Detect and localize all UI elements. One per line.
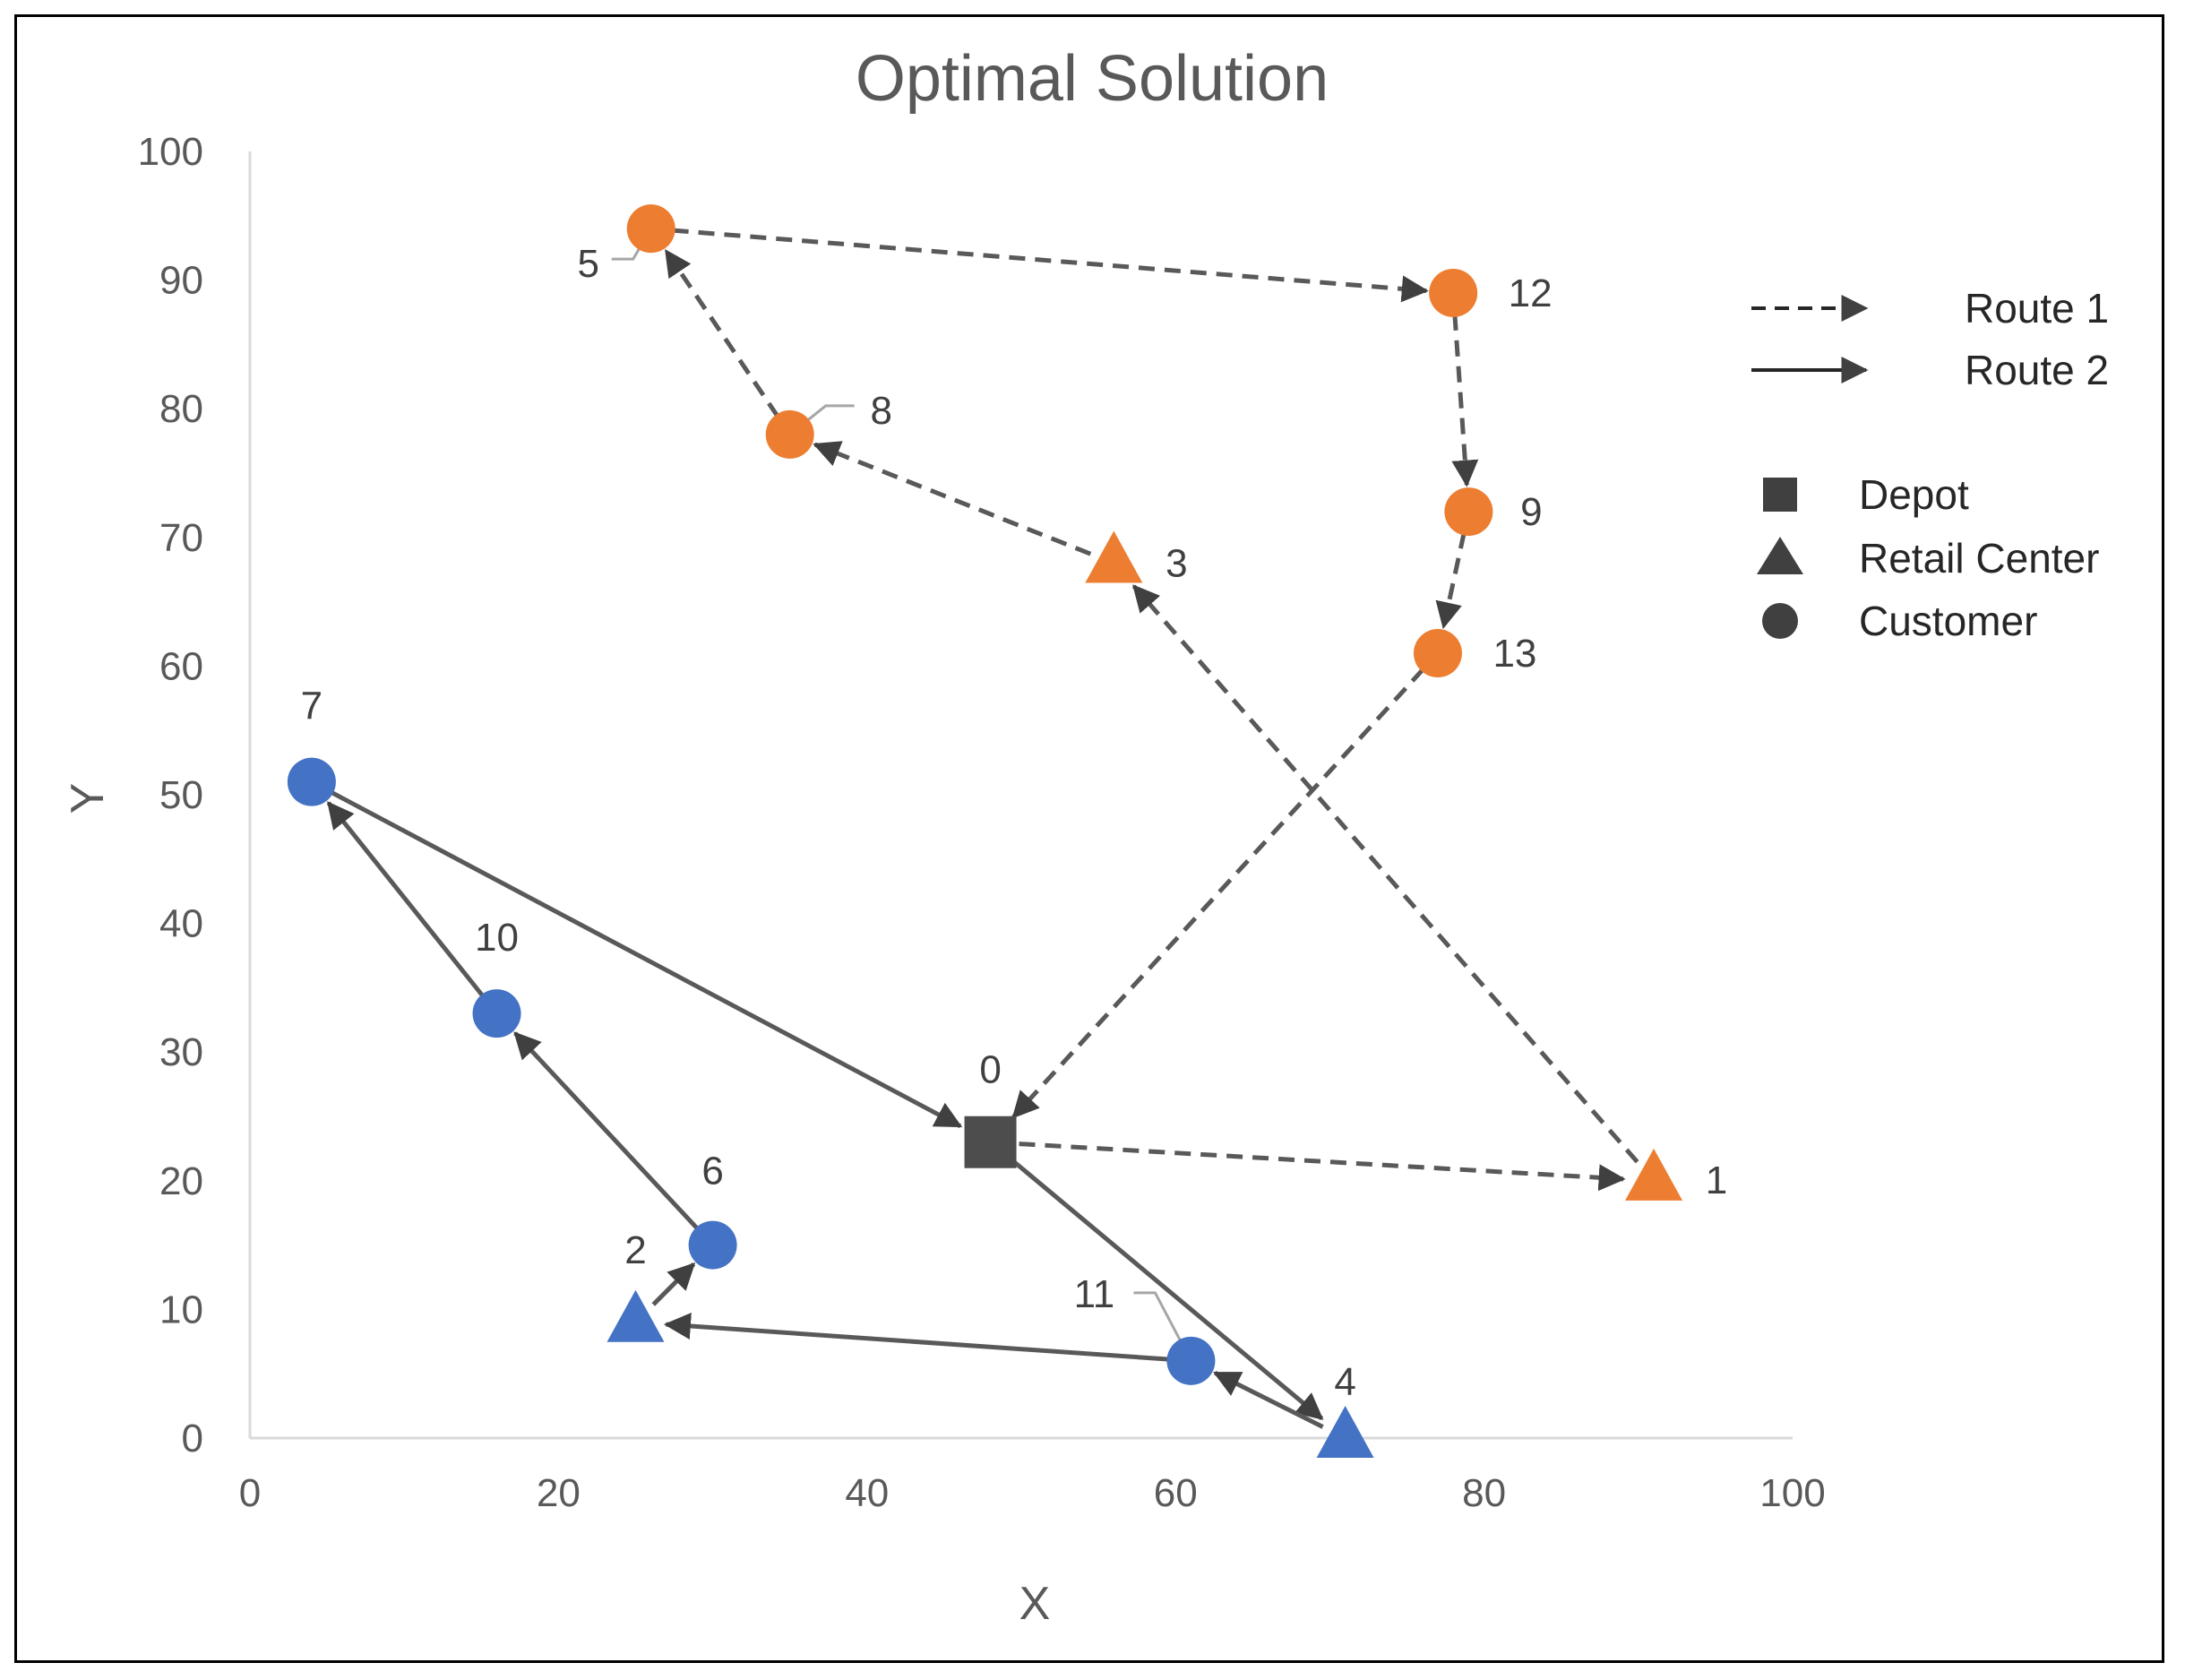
route-2-edge [663,1313,1170,1362]
route-1-edge [664,248,780,418]
route-2-edge [651,1262,696,1306]
route-1-edge [1435,531,1467,630]
node-11-label: 11 [1074,1272,1115,1316]
x-tick-label: 0 [239,1471,261,1515]
legend-depot-label: Depot [1859,471,1969,518]
route-1-edge [1011,668,1425,1119]
node-0-marker [964,1116,1017,1168]
route-2-edge [513,1031,701,1231]
node-3-label: 3 [1166,542,1187,586]
y-tick-label: 100 [138,130,203,174]
node-13-label: 13 [1493,632,1536,676]
node-1-marker [1625,1148,1683,1201]
node-11-marker [1166,1336,1216,1385]
y-tick-label: 50 [159,773,203,817]
label-leaders [611,228,1192,1362]
x-tick-label: 20 [537,1471,581,1515]
y-tick-label: 0 [182,1417,203,1460]
node-6-label: 6 [701,1150,723,1193]
routes [326,228,1639,1429]
chart: Optimal Solution 01020304050607080901000… [62,43,2109,1630]
y-axis-label: Y [62,783,114,814]
x-tick-label: 60 [1154,1471,1198,1515]
legend-customer-label: Customer [1859,598,2037,644]
y-tick-label: 90 [159,259,203,303]
y-tick-label: 80 [159,387,203,431]
legend: Route 1 Route 2 Depot Retail Center Customer [1751,285,2109,644]
node-10-label: 10 [475,916,519,960]
node-8-label: 8 [870,389,891,433]
node-4-label: 4 [1334,1360,1355,1404]
x-tick-label: 40 [845,1471,889,1515]
node-9-label: 9 [1520,490,1542,534]
node-7-marker [287,757,336,806]
y-tick-label: 40 [159,902,203,946]
chart-frame: Optimal Solution 0 10 20 30 40 50 60 70 80 90 100 0… [14,14,2164,1663]
node-3-marker [1085,530,1143,583]
chart-title: Optimal Solution [856,43,1329,115]
x-axis-label: X [1019,1578,1051,1630]
node-0-label: 0 [979,1048,1001,1092]
node-12-label: 12 [1509,271,1553,315]
node-6-marker [688,1220,737,1270]
node-2-label: 2 [624,1228,646,1272]
route-1-edge [1131,584,1639,1164]
node-4-marker [1316,1406,1374,1459]
node-12-marker [1429,268,1478,317]
legend-route-2-label: Route 2 [1965,347,2109,393]
route-1-edge [1019,1142,1626,1192]
route-1-edge [1451,314,1479,487]
x-tick-label: 100 [1759,1471,1825,1515]
legend-route-1-label: Route 1 [1965,285,2109,332]
x-tick-label: 80 [1462,1471,1506,1515]
route-1-edge [672,228,1429,303]
node-13-marker [1413,629,1462,678]
node-8-marker [765,409,814,459]
legend-customer-symbol [1762,603,1798,639]
y-tick-label: 30 [159,1030,203,1074]
legend-retail-symbol [1757,537,1803,574]
node-5-marker [626,204,675,254]
node-10-marker [472,989,521,1038]
y-tick-label: 20 [159,1159,203,1203]
nodes [287,204,1683,1459]
node-7-label: 7 [301,685,323,728]
route-2-edge [1011,1159,1324,1421]
route-2-edge [329,789,963,1129]
legend-retail-label: Retail Center [1859,535,2099,582]
node-5-label: 5 [577,242,598,286]
leader-line-11 [1133,1291,1192,1362]
y-tick-label: 70 [159,516,203,560]
legend-depot-symbol [1763,478,1797,512]
node-1-label: 1 [1706,1159,1727,1202]
y-tick-label: 10 [159,1288,203,1331]
node-2-marker [606,1289,665,1342]
route-1-edge [813,441,1092,556]
node-9-marker [1444,487,1493,537]
route-2-edge [1213,1371,1324,1429]
route-2-edge [326,801,486,998]
y-tick-label: 60 [159,644,203,688]
